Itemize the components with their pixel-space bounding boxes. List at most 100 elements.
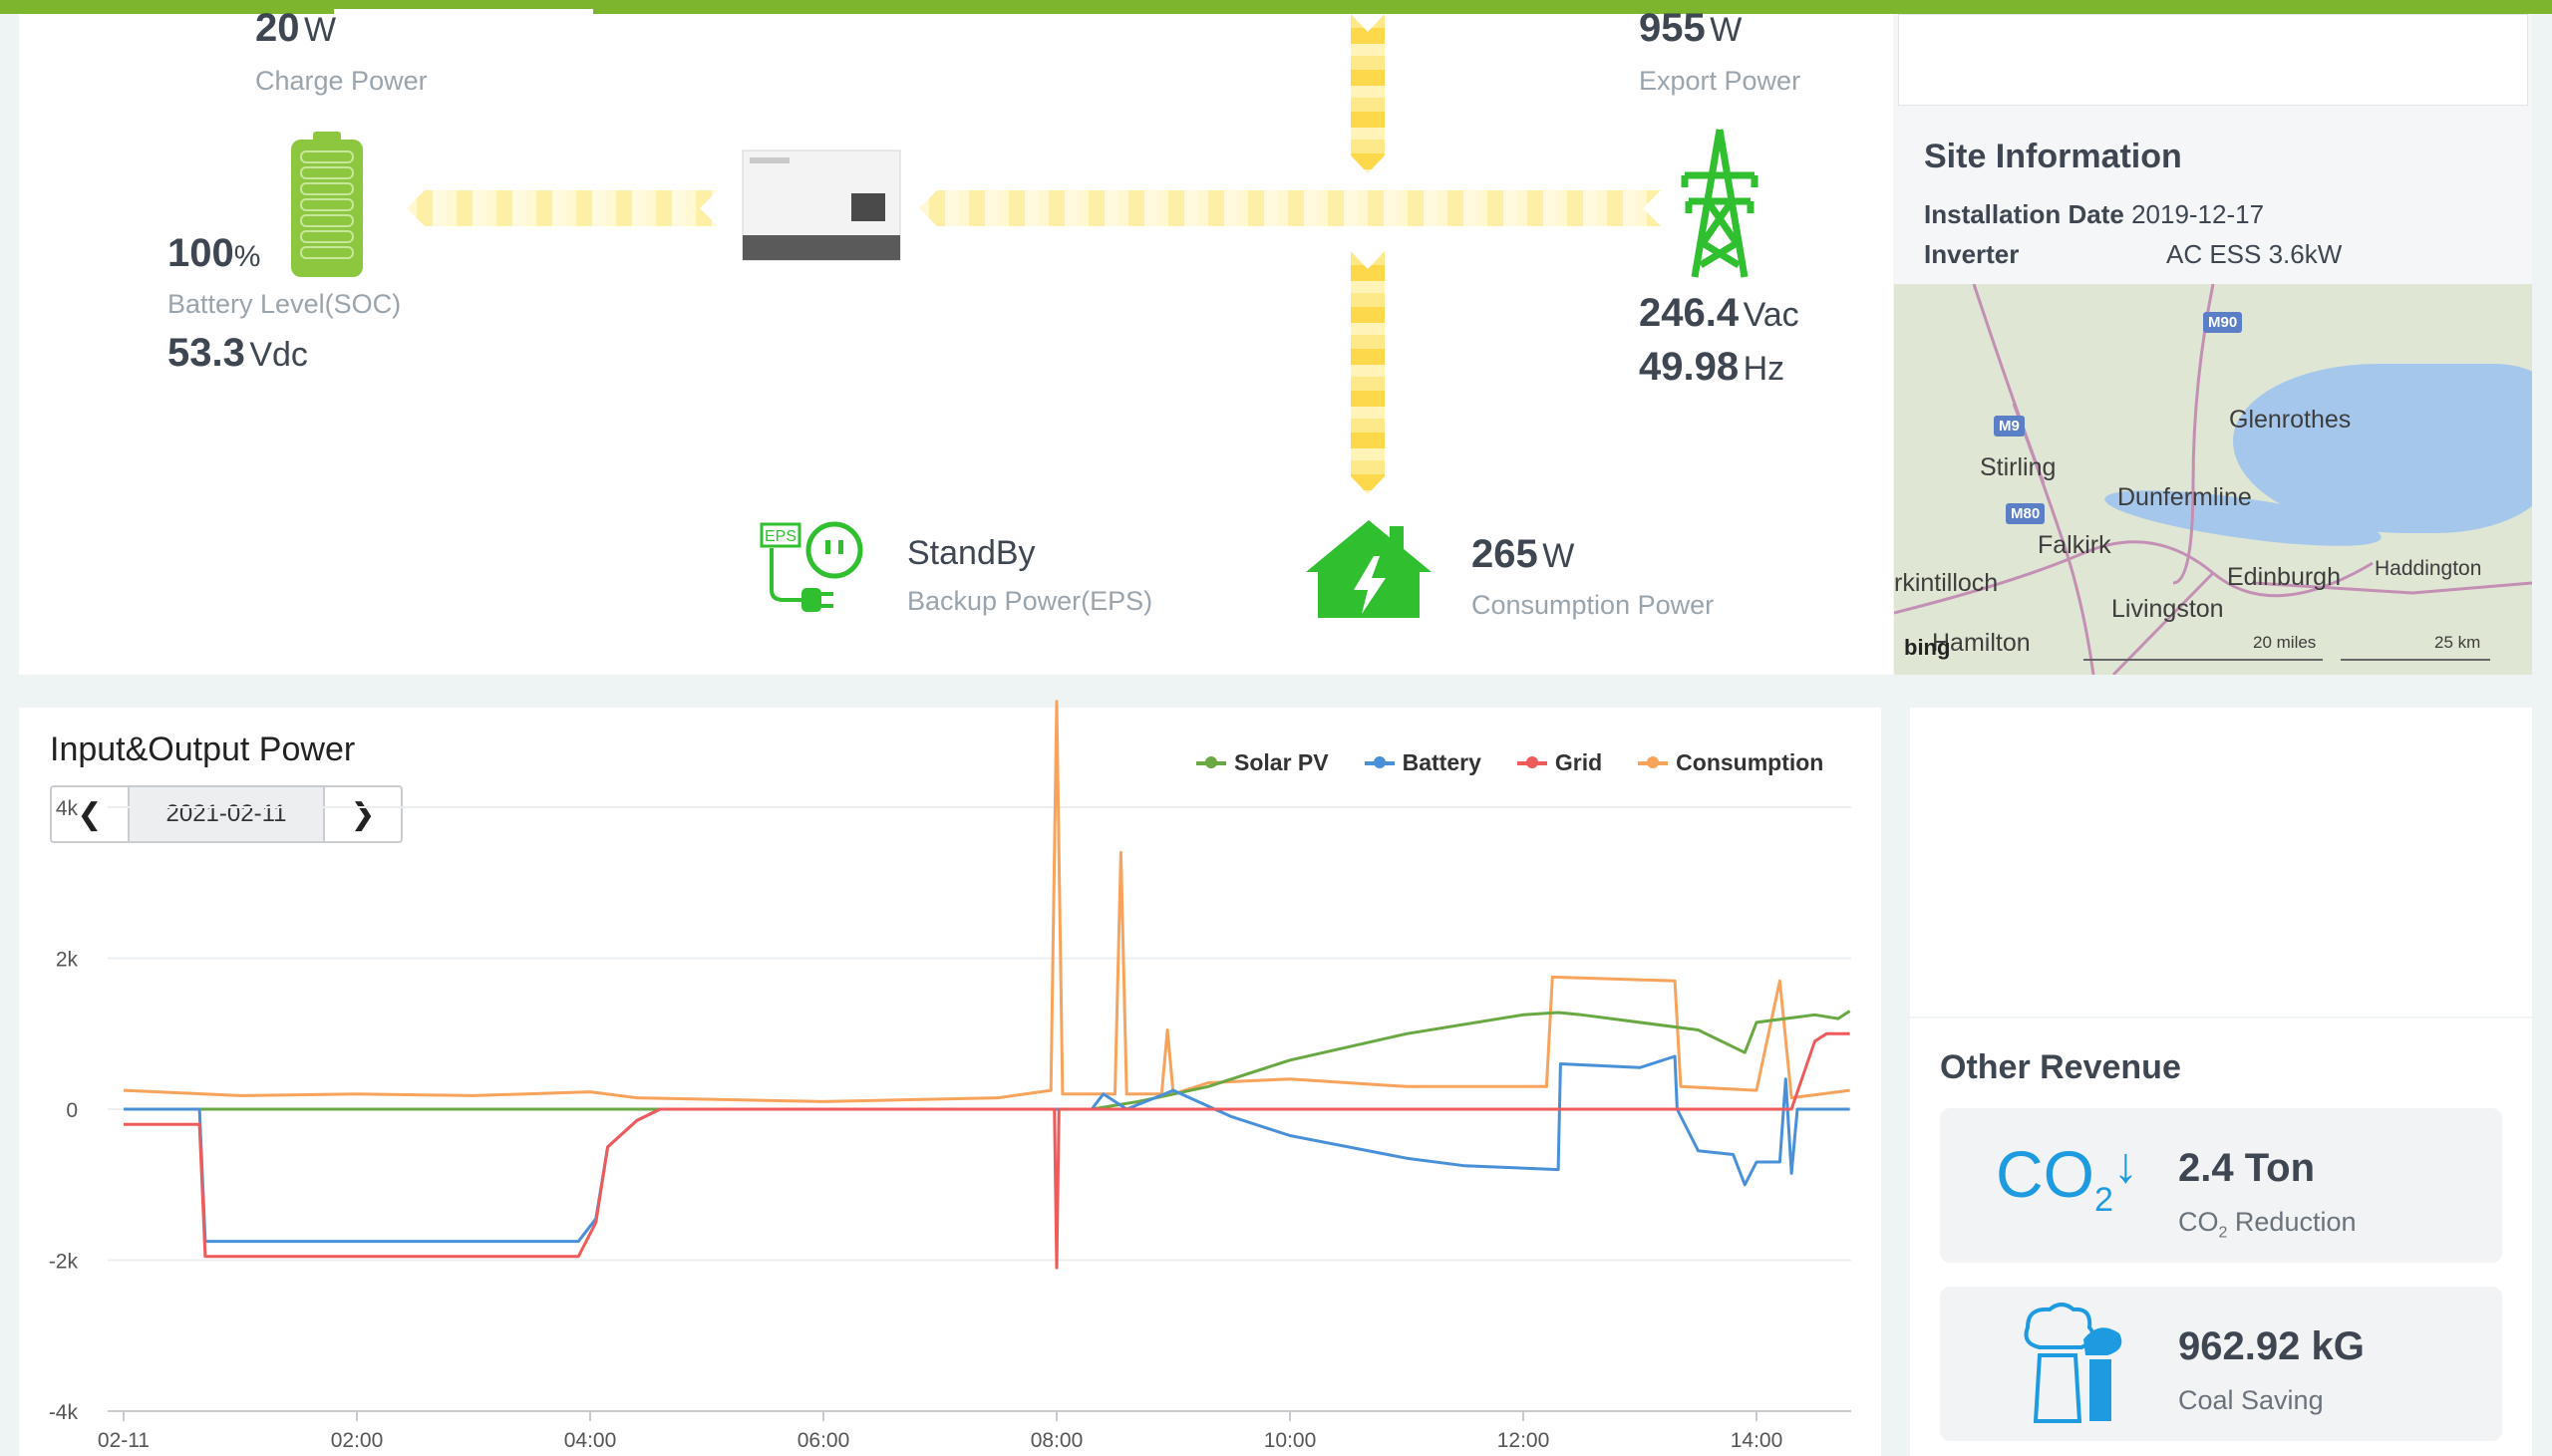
- coal-value: 962.92 kG: [2178, 1324, 2365, 1368]
- inverter-label: Inverter: [1924, 239, 2020, 269]
- eps-plug-icon: EPS: [760, 521, 863, 612]
- map-scale-bar-miles: [2083, 659, 2323, 661]
- install-date-row: Installation Date 2019-12-17: [1924, 199, 2264, 230]
- x-tick-label: 08:00: [1031, 1429, 1084, 1452]
- chart-title: Input&Output Power: [50, 730, 356, 768]
- co2-icon-sub: 2: [2094, 1181, 2113, 1220]
- consumption-power-label: Consumption Power: [1471, 590, 1715, 620]
- y-tick-label: 4k: [56, 797, 79, 820]
- down-arrow-icon: ↓: [2112, 1137, 2138, 1193]
- install-date-label: Installation Date: [1924, 199, 2124, 229]
- battery-flow-arrow: [407, 190, 718, 226]
- y-tick-label: -4k: [49, 1401, 79, 1424]
- battery-icon: [291, 132, 363, 277]
- map-town-livingston: Livingston: [2111, 595, 2224, 623]
- inverter-value: AC ESS 3.6kW: [2166, 239, 2343, 269]
- export-power-value: 955: [1639, 6, 1706, 50]
- grid-frequency-reading: 49.98 Hz: [1639, 345, 1784, 390]
- map-scale-bar-km: [2341, 659, 2490, 661]
- map-town-glenrothes: Glenrothes: [2229, 406, 2352, 434]
- x-tick-label: 02:00: [331, 1429, 384, 1452]
- legend-consumption[interactable]: Consumption: [1638, 749, 1823, 776]
- charge-power-label: Charge Power: [255, 66, 428, 96]
- co2-icon-text: CO: [1996, 1137, 2094, 1211]
- prev-date-button[interactable]: ❮: [52, 787, 128, 841]
- charge-power-value: 20: [255, 6, 300, 50]
- legend-grid[interactable]: Grid: [1516, 749, 1603, 776]
- charge-power-unit: W: [303, 11, 337, 49]
- legend-solar-label: Solar PV: [1234, 749, 1329, 775]
- consumption-power-value: 265: [1471, 532, 1538, 576]
- legend-battery-label: Battery: [1402, 749, 1481, 775]
- battery-soc-unit: %: [233, 240, 261, 273]
- road-m80: M80: [2006, 503, 2046, 524]
- legend-consumption-label: Consumption: [1676, 749, 1824, 775]
- site-map[interactable]: M90 M9 M80 Glenrothes Stirling Dunfermli…: [1894, 284, 2532, 675]
- road-m9: M9: [1994, 416, 2025, 437]
- install-date-value: 2019-12-17: [2131, 199, 2265, 229]
- bing-logo: bing: [1904, 635, 1951, 660]
- inverter-icon: [742, 149, 901, 261]
- home-consumption-icon: [1306, 520, 1432, 618]
- legend-battery-swatch: [1364, 755, 1395, 768]
- co2-card: [1940, 1108, 2502, 1263]
- map-town-haddington: Haddington: [2375, 557, 2482, 580]
- legend-grid-swatch: [1516, 755, 1547, 768]
- site-top-card: [1898, 14, 2528, 106]
- grid-frequency-value: 49.98: [1639, 345, 1740, 389]
- chevron-right-icon: ❯: [350, 797, 376, 831]
- charge-power-reading: 20 W: [255, 6, 336, 51]
- map-scale-km: 25 km: [2434, 633, 2481, 652]
- co2-value: 2.4 Ton: [2178, 1146, 2316, 1190]
- battery-voltage-unit: Vdc: [249, 336, 308, 374]
- series-line-grid: [124, 1031, 1850, 1270]
- grid-voltage-unit: Vac: [1743, 296, 1799, 334]
- legend-solar[interactable]: Solar PV: [1196, 749, 1329, 776]
- coal-plant-icon: [2024, 1303, 2122, 1423]
- map-roads: [1894, 284, 2532, 675]
- io-power-chart[interactable]: 4k 2k 0 -2k -4k 02-11 02:00 04:00 06:00 08:00 10:0…: [0, 0, 1884, 1456]
- legend-grid-label: Grid: [1554, 749, 1603, 775]
- map-town-kirkintilloch: rkintilloch: [1894, 569, 1999, 597]
- chevron-left-icon: ❮: [77, 797, 103, 831]
- eps-status: StandBy: [907, 534, 1036, 572]
- active-tab-indicator: [334, 9, 593, 14]
- x-tick-label: 06:00: [798, 1429, 850, 1452]
- grid-voltage-reading: 246.4 Vac: [1639, 291, 1799, 336]
- x-tick-label: 04:00: [564, 1429, 617, 1452]
- grid-frequency-unit: Hz: [1743, 350, 1785, 388]
- top-flow-arrow: [1351, 14, 1385, 173]
- y-tick-label: 2k: [56, 949, 79, 972]
- eps-tag-text: EPS: [765, 528, 797, 545]
- grid-voltage-value: 246.4: [1639, 291, 1740, 335]
- blank-card: [1910, 708, 2532, 1017]
- co2-icon: CO2↓: [1996, 1136, 2138, 1220]
- export-power-reading: 955 W: [1639, 6, 1742, 51]
- grid-pylon-icon: [1681, 129, 1758, 278]
- map-town-edinburgh: Edinburgh: [2227, 563, 2341, 591]
- map-town-falkirk: Falkirk: [2038, 531, 2111, 559]
- date-field[interactable]: 2021-02-11: [128, 787, 325, 841]
- map-scale-miles: 20 miles: [2253, 633, 2317, 652]
- battery-soc-value: 100: [167, 231, 234, 275]
- chart-legend: Solar PV Battery Grid Consumption: [1196, 749, 1823, 776]
- grid-flow-arrow: [919, 190, 1661, 226]
- battery-soc-reading: 100%: [167, 231, 260, 276]
- eps-label: Backup Power(EPS): [907, 586, 1153, 616]
- legend-consumption-swatch: [1638, 755, 1669, 768]
- y-tick-label: 0: [66, 1099, 78, 1122]
- energy-flow-panel: [19, 14, 1893, 675]
- legend-battery[interactable]: Battery: [1364, 749, 1481, 776]
- site-info-title: Site Information: [1924, 138, 2182, 175]
- battery-voltage-value: 53.3: [167, 331, 245, 375]
- revenue-title: Other Revenue: [1940, 1048, 2181, 1086]
- top-nav-bar: [0, 0, 2552, 14]
- consumption-power-reading: 265 W: [1471, 532, 1574, 577]
- next-date-button[interactable]: ❯: [325, 787, 401, 841]
- x-tick-label: 14:00: [1731, 1429, 1783, 1452]
- map-town-dunfermline: Dunfermline: [2117, 483, 2252, 511]
- legend-solar-swatch: [1196, 755, 1226, 768]
- coal-label: Coal Saving: [2178, 1385, 2324, 1415]
- export-power-unit: W: [1710, 11, 1743, 49]
- x-tick-label: 02-11: [98, 1429, 150, 1452]
